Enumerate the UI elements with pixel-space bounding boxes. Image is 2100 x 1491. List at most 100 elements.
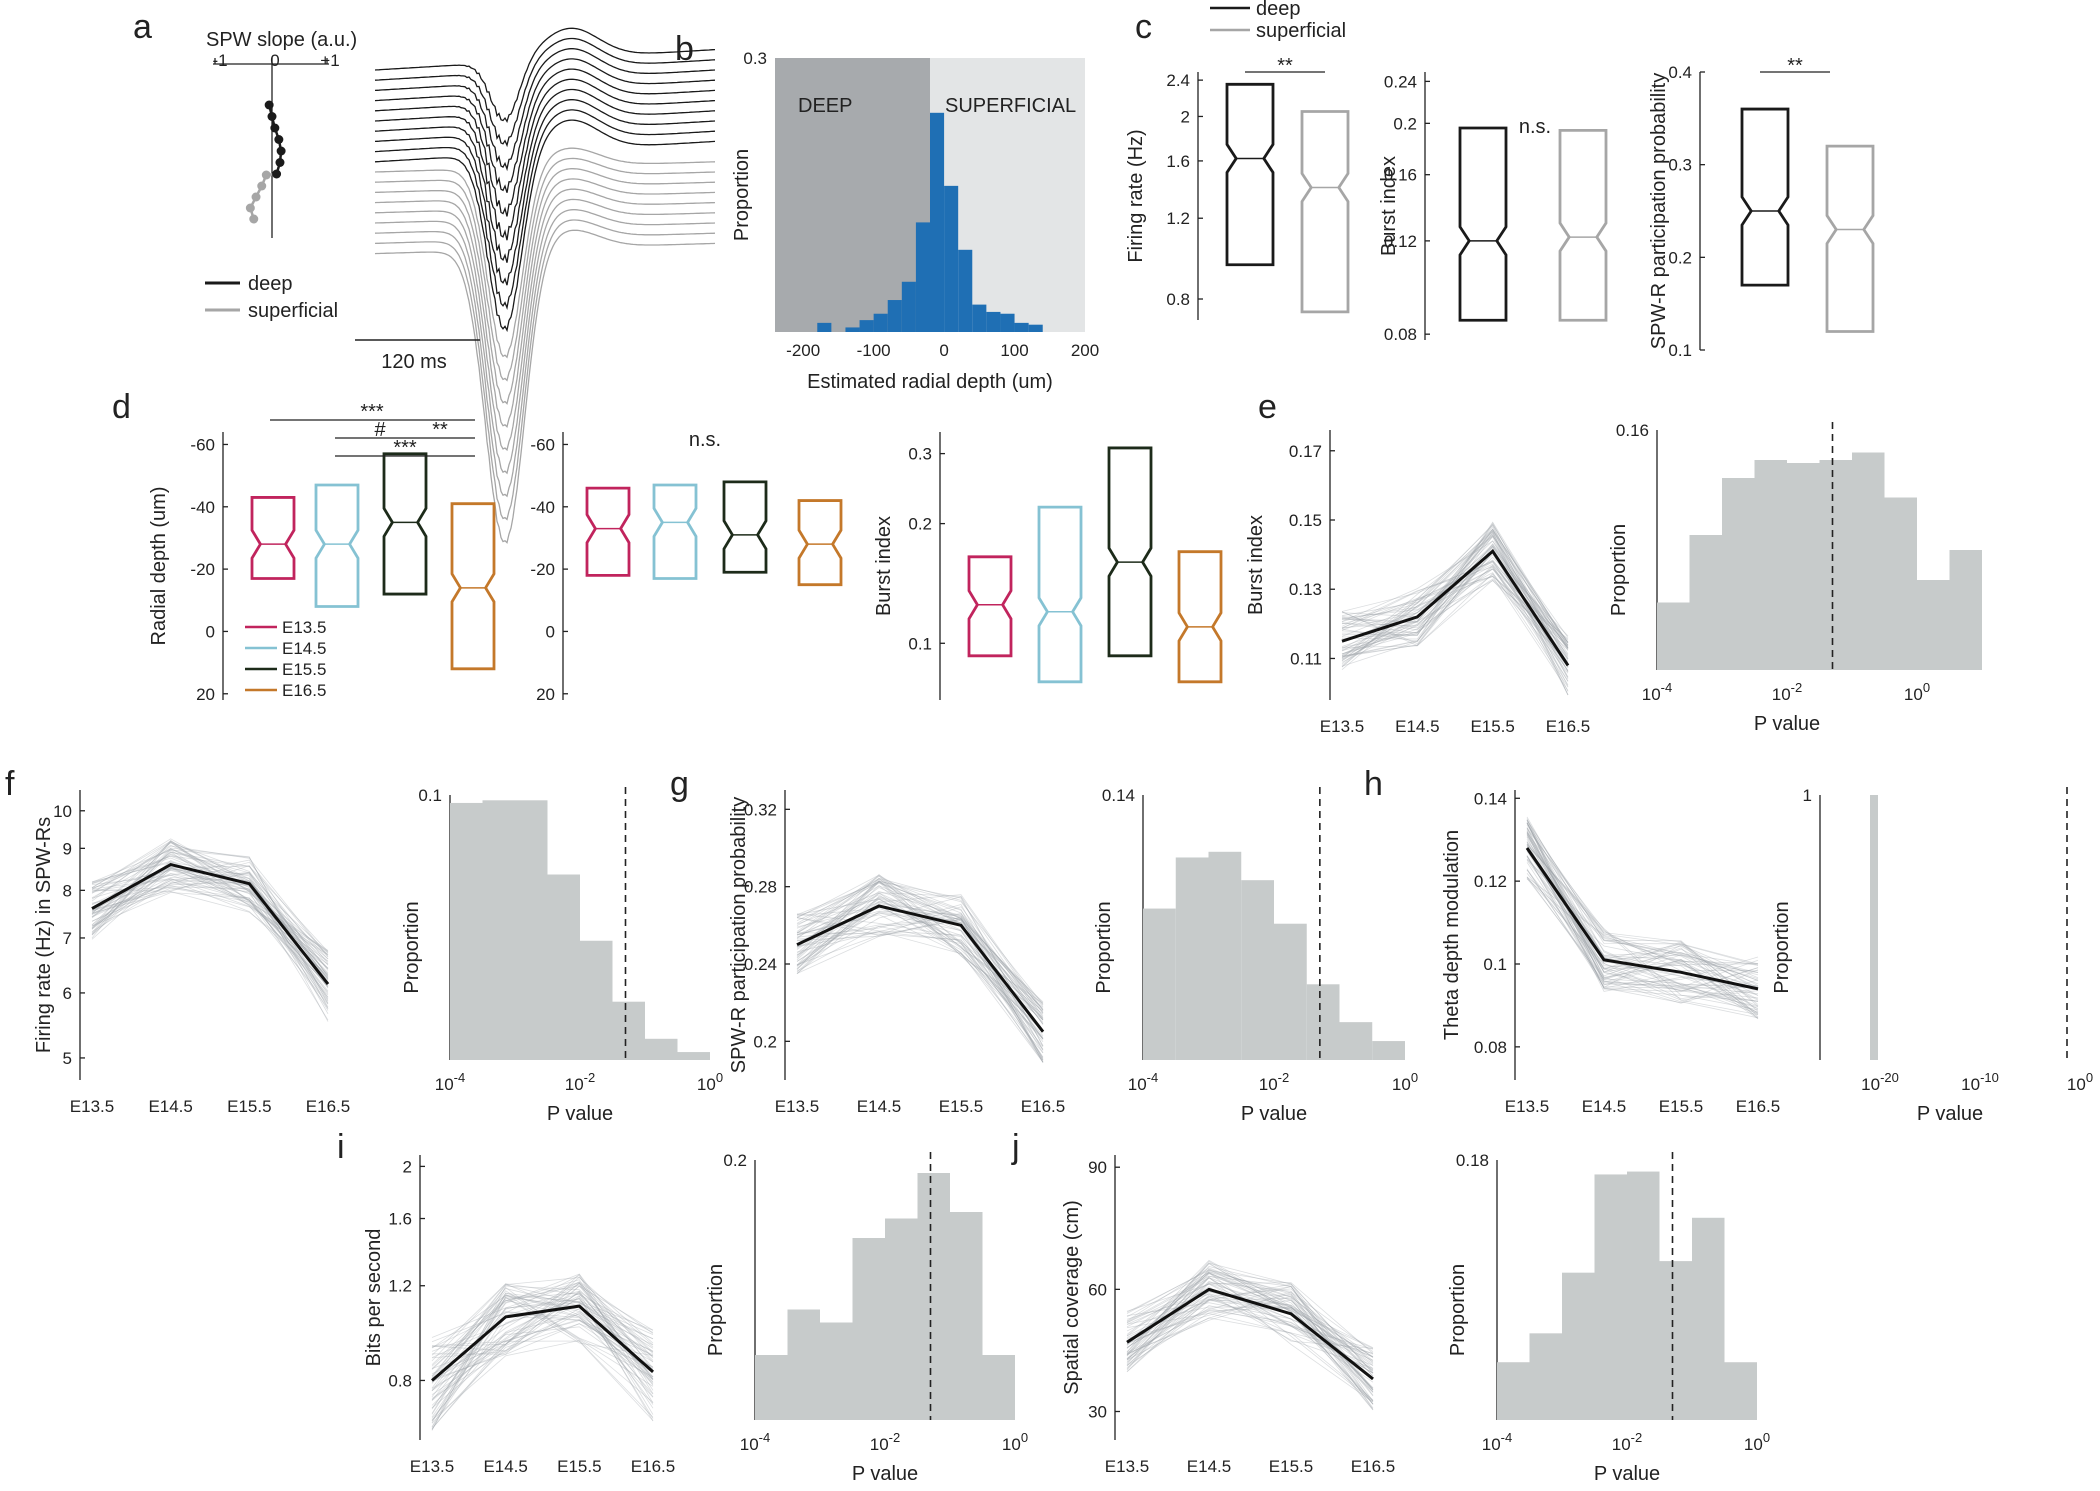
bootstrap-line xyxy=(1526,869,1759,994)
panel-label-h: h xyxy=(1364,765,1383,803)
bootstrap-line xyxy=(1526,820,1759,986)
hist-bar xyxy=(1819,460,1852,670)
y-tick-label: 0.16 xyxy=(1616,421,1649,440)
bootstrap-line xyxy=(1341,523,1569,647)
chart-d-burst-index-box: 0.1 0.2 0.3 Burst index xyxy=(873,432,1223,700)
bootstrap-line xyxy=(91,891,329,975)
hist-bar xyxy=(958,249,973,332)
x-tick-label: E16.5 xyxy=(1736,1097,1780,1116)
bootstrap-line xyxy=(1341,549,1569,651)
x-tick-label: 10-10 xyxy=(1961,1070,1999,1094)
bootstrap-line xyxy=(91,839,329,993)
bootstrap-line xyxy=(1341,576,1569,691)
bootstrap-line xyxy=(431,1273,654,1391)
d2-y-tick-label: -60 xyxy=(530,435,555,454)
x-tick-label: E16.5 xyxy=(1021,1097,1065,1116)
slope-profile-dot xyxy=(249,214,259,224)
bootstrap-line xyxy=(1526,832,1759,999)
slope-profile-dot xyxy=(251,192,261,202)
bootstrap-line xyxy=(796,931,1044,1054)
bootstrap-line xyxy=(796,874,1044,1048)
bootstrap-line xyxy=(1341,540,1569,666)
hist-bar xyxy=(1274,923,1307,1060)
bootstrap-line xyxy=(1126,1293,1374,1369)
bootstrap-line xyxy=(1526,841,1759,1004)
bootstrap-line xyxy=(1126,1263,1374,1371)
panel-label-d: d xyxy=(112,388,131,426)
x-tick-label: 10-2 xyxy=(1612,1430,1642,1454)
sig-hash-d-2: # xyxy=(374,419,386,441)
bootstrap-line xyxy=(431,1307,654,1382)
bootstrap-line xyxy=(1526,822,1759,1014)
bootstrap-line xyxy=(796,882,1044,1025)
box-e145 xyxy=(314,483,360,608)
d1-y-tick-label: -60 xyxy=(190,435,215,454)
box-e135 xyxy=(967,555,1013,658)
slope-profile-dot xyxy=(261,170,271,180)
bootstrap-line xyxy=(91,853,329,969)
bootstrap-line xyxy=(1341,560,1569,665)
g1-y-tick-label: 0.2 xyxy=(753,1032,777,1051)
legend-d: E13.5 E14.5 E15.5 E16.5 xyxy=(245,618,326,700)
hist-bar xyxy=(1657,602,1690,670)
bootstrap-line xyxy=(1126,1276,1374,1403)
bootstrap-line xyxy=(1126,1302,1374,1402)
bootstrap-line xyxy=(796,911,1044,1013)
legend-d-e145-label: E14.5 xyxy=(282,639,326,658)
f1-y-tick-label: 8 xyxy=(63,881,72,900)
hist-bar xyxy=(1689,535,1722,670)
x-tick-label: 100 xyxy=(1392,1070,1418,1094)
chart-c-burst-index-box: 0.08 0.12 0.16 0.2 0.24 Burst index xyxy=(1378,72,1608,344)
bootstrap-line xyxy=(431,1340,654,1421)
bootstrap-line xyxy=(431,1311,654,1418)
chart-c-firing-rate-box: 0.8 1.2 1.6 2 2.4 Firing rate (Hz) xyxy=(1125,71,1350,320)
chart-i-pvalue-histogram: 0.2 10-4 10-2 100 P value Proportion xyxy=(705,1151,1028,1485)
hist-bar xyxy=(917,1173,950,1420)
bootstrap-line xyxy=(431,1323,654,1380)
hist-bar xyxy=(1724,1362,1757,1420)
scale-bar-label: 120 ms xyxy=(381,351,447,373)
bootstrap-line xyxy=(431,1295,654,1422)
bootstrap-line xyxy=(1126,1290,1374,1363)
bootstrap-line xyxy=(91,840,329,969)
bootstrap-line xyxy=(1126,1269,1374,1377)
lfp-trace-deep xyxy=(374,27,716,123)
bootstrap-line xyxy=(91,844,329,979)
b-y-label: Proportion xyxy=(731,149,753,241)
panel-label-f: f xyxy=(5,765,15,803)
hist-bar xyxy=(901,281,916,332)
bootstrap-line xyxy=(1526,855,1759,1001)
x-tick-label: 10-4 xyxy=(1482,1430,1512,1454)
j1-y-tick-label: 30 xyxy=(1088,1403,1107,1422)
x-tick-label: E14.5 xyxy=(857,1097,901,1116)
bootstrap-line xyxy=(1341,528,1569,668)
hist-bar xyxy=(1754,460,1787,670)
bootstrap-line xyxy=(1526,843,1759,1005)
hist-bar xyxy=(915,222,930,332)
hist-bar xyxy=(944,185,959,332)
x-tick-label: 10-4 xyxy=(1128,1070,1158,1094)
hist-bar xyxy=(645,1038,678,1060)
x-tick-label: E13.5 xyxy=(1320,717,1364,736)
bootstrap-line xyxy=(1526,868,1759,989)
bootstrap-line xyxy=(1126,1275,1374,1393)
hist-bar xyxy=(1175,857,1209,1060)
bootstrap-line xyxy=(1526,856,1759,1010)
j1-y-tick-label: 60 xyxy=(1088,1280,1107,1299)
box-e135 xyxy=(250,496,296,580)
bootstrap-line xyxy=(1126,1291,1374,1355)
bootstrap-line xyxy=(91,848,329,1000)
hist-bar xyxy=(950,1212,983,1420)
x-tick-label: 10-2 xyxy=(565,1070,595,1094)
mean-line xyxy=(1525,847,1759,991)
bootstrap-line xyxy=(91,873,329,977)
hist-bar xyxy=(1014,322,1029,332)
bootstrap-line xyxy=(1126,1262,1374,1373)
bootstrap-line xyxy=(91,851,329,1005)
bootstrap-line xyxy=(431,1299,654,1398)
bootstrap-line xyxy=(431,1290,654,1399)
lfp-trace-deep xyxy=(374,109,716,311)
bootstrap-line xyxy=(431,1320,654,1380)
chart-g-participation-lines: 0.2 0.24 0.28 0.32 E13.5 E14.5 E15.5 E16.5 SPW-R… xyxy=(728,790,1065,1116)
